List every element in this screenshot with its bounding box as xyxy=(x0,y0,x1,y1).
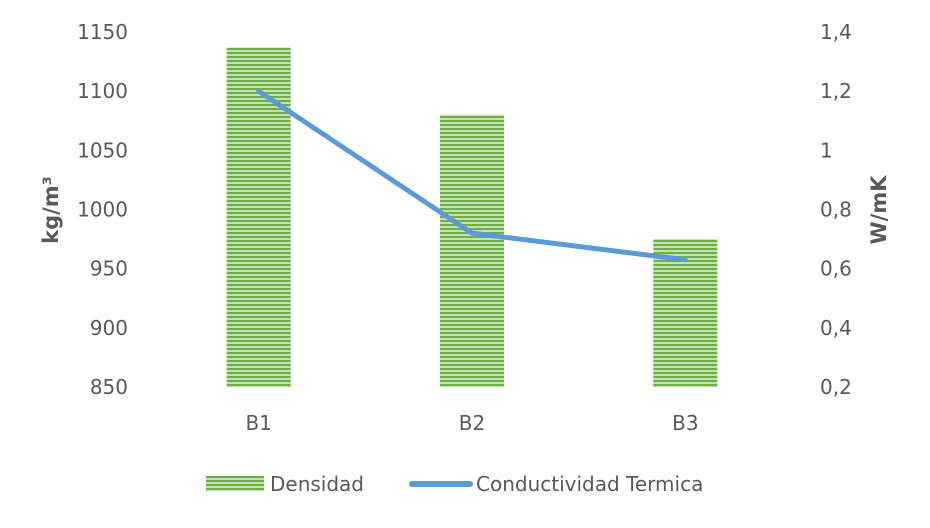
x-tick-label-b2: B2 xyxy=(459,411,485,435)
x-tick-label-b1: B1 xyxy=(245,411,271,435)
bar-densidad-b1 xyxy=(226,47,291,388)
legend-label-conductividad: Conductividad Termica xyxy=(476,472,703,496)
right-tick-label: 0,8 xyxy=(820,198,852,222)
right-axis-ticks: 0,2 0,4 0,6 0,8 1 1,2 1,4 xyxy=(820,20,852,399)
right-tick-label: 1,4 xyxy=(820,20,852,44)
line-conductividad xyxy=(256,88,688,263)
legend: Densidad Conductividad Termica xyxy=(206,472,703,496)
legend-swatch-densidad xyxy=(206,476,264,491)
legend-label-densidad: Densidad xyxy=(270,472,364,496)
left-tick-label: 900 xyxy=(90,316,128,340)
right-tick-label: 1,2 xyxy=(820,79,852,103)
left-tick-label: 1000 xyxy=(77,198,128,222)
right-tick-label: 0,4 xyxy=(820,316,852,340)
left-tick-label: 1100 xyxy=(77,79,128,103)
right-axis-title: W/mK xyxy=(867,175,891,245)
x-tick-label-b3: B3 xyxy=(672,411,698,435)
left-tick-label: 950 xyxy=(90,257,128,281)
left-tick-label: 1050 xyxy=(77,138,128,162)
left-axis-ticks: 850 900 950 1000 1050 1100 1150 xyxy=(77,20,128,399)
conductividad-line-layer xyxy=(256,88,688,263)
right-tick-label: 1 xyxy=(820,138,833,162)
bar-densidad-b3 xyxy=(653,239,718,387)
left-tick-label: 850 xyxy=(90,375,128,399)
densidad-bars xyxy=(226,47,718,388)
left-axis-title: kg/m³ xyxy=(39,176,63,244)
left-tick-label: 1150 xyxy=(77,20,128,44)
x-axis-ticks: B1 B2 B3 xyxy=(245,411,698,435)
right-tick-label: 0,6 xyxy=(820,257,852,281)
bar-densidad-b2 xyxy=(440,114,504,387)
right-tick-label: 0,2 xyxy=(820,375,852,399)
